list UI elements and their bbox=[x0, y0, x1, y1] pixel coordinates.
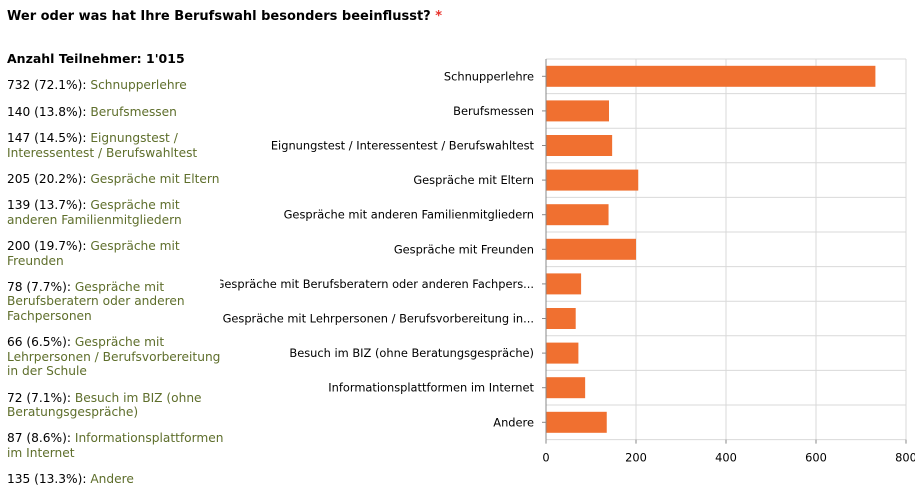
bar bbox=[546, 238, 636, 260]
category-label: Gespräche mit Freunden bbox=[394, 242, 534, 256]
summary-row: 72 (7.1%): Besuch im BIZ (ohne Beratungs… bbox=[7, 391, 229, 420]
bar bbox=[546, 135, 613, 156]
x-tick-label: 600 bbox=[805, 451, 827, 465]
summary-option: Gespräche mit Berufsberatern oder andere… bbox=[7, 280, 185, 323]
required-marker: * bbox=[435, 9, 443, 24]
bar bbox=[546, 411, 607, 433]
summary-row: 87 (8.6%): Informationsplattformen im In… bbox=[7, 431, 229, 460]
x-tick-label: 0 bbox=[542, 451, 549, 465]
summary-count: 78 (7.7%): bbox=[7, 280, 71, 295]
summary-count: 139 (13.7%): bbox=[7, 198, 87, 213]
summary-option: Gespräche mit Lehrpersonen / Berufsvorbe… bbox=[7, 335, 221, 379]
response-summary: Anzahl Teilnehmer: 1'015 732 (72.1%): Sc… bbox=[7, 51, 229, 499]
summary-count: 140 (13.8%): bbox=[7, 104, 87, 119]
summary-row: 205 (20.2%): Gespräche mit Eltern bbox=[7, 172, 229, 186]
summary-row: 66 (6.5%): Gespräche mit Lehrpersonen / … bbox=[7, 335, 229, 378]
category-label: Gespräche mit anderen Familienmitglieder… bbox=[284, 208, 534, 222]
x-tick-label: 400 bbox=[715, 451, 737, 465]
summary-option: Gespräche mit Freunden bbox=[7, 239, 180, 268]
summary-count: 66 (6.5%): bbox=[7, 335, 71, 350]
summary-list: 732 (72.1%): Schnupperlehre 140 (13.8%): … bbox=[7, 78, 229, 486]
summary-count: 147 (14.5%): bbox=[7, 131, 87, 146]
category-label: Andere bbox=[493, 415, 534, 429]
summary-row: 135 (13.3%): Andere bbox=[7, 472, 229, 486]
summary-row: 78 (7.7%): Gespräche mit Berufsberatern … bbox=[7, 280, 229, 323]
bar bbox=[546, 204, 609, 226]
category-label: Gespräche mit Berufsberatern oder andere… bbox=[220, 277, 534, 291]
summary-count: 72 (7.1%): bbox=[7, 390, 71, 405]
summary-option: Berufsmessen bbox=[90, 104, 177, 119]
bar bbox=[546, 100, 609, 122]
question-title: Wer oder was hat Ihre Berufswahl besonde… bbox=[7, 9, 442, 24]
summary-row: 139 (13.7%): Gespräche mit anderen Famil… bbox=[7, 198, 229, 227]
category-label: Besuch im BIZ (ohne Beratungsgespräche) bbox=[289, 346, 534, 360]
bar-chart: Schnupperlehre Berufsmessen Eignungstest /… bbox=[216, 56, 917, 480]
summary-option: Andere bbox=[90, 472, 134, 487]
category-label: Eignungstest / Interessentest / Berufswa… bbox=[271, 139, 535, 153]
bar-chart-svg: Schnupperlehre Berufsmessen Eignungstest /… bbox=[216, 58, 917, 465]
category-label: Schnupperlehre bbox=[444, 69, 534, 83]
participants-count: Anzahl Teilnehmer: 1'015 bbox=[7, 51, 185, 66]
summary-option: Informationsplattformen im Internet bbox=[7, 431, 224, 460]
bar bbox=[546, 273, 582, 295]
summary-count: 135 (13.3%): bbox=[7, 472, 87, 487]
bar bbox=[546, 65, 876, 87]
summary-option: Gespräche mit Eltern bbox=[90, 172, 220, 187]
summary-count: 87 (8.6%): bbox=[7, 431, 71, 446]
bar bbox=[546, 308, 576, 329]
category-label: Gespräche mit Lehrpersonen / Berufsvorbe… bbox=[223, 312, 534, 326]
summary-row: 147 (14.5%): Eignungstest / Interessente… bbox=[7, 131, 229, 160]
summary-option: Gespräche mit anderen Familienmitglieder… bbox=[7, 198, 182, 227]
summary-option: Besuch im BIZ (ohne Beratungsgespräche) bbox=[7, 390, 202, 419]
summary-count: 732 (72.1%): bbox=[7, 78, 87, 93]
summary-row: 140 (13.8%): Berufsmessen bbox=[7, 105, 229, 119]
category-label: Berufsmessen bbox=[453, 104, 534, 118]
x-tick-label: 800 bbox=[895, 451, 915, 465]
summary-option: Eignungstest / Interessentest / Berufswa… bbox=[7, 131, 198, 160]
summary-count: 205 (20.2%): bbox=[7, 172, 87, 187]
summary-count: 200 (19.7%): bbox=[7, 239, 87, 254]
question-text: Wer oder was hat Ihre Berufswahl besonde… bbox=[7, 9, 431, 24]
summary-row: 200 (19.7%): Gespräche mit Freunden bbox=[7, 239, 229, 268]
bar bbox=[546, 169, 639, 191]
category-label: Informationsplattformen im Internet bbox=[328, 381, 534, 395]
summary-option: Schnupperlehre bbox=[90, 78, 187, 93]
bar bbox=[546, 377, 586, 399]
category-label: Gespräche mit Eltern bbox=[413, 173, 534, 187]
x-tick-label: 200 bbox=[625, 451, 647, 465]
bar bbox=[546, 342, 579, 364]
summary-row: 732 (72.1%): Schnupperlehre bbox=[7, 78, 229, 92]
